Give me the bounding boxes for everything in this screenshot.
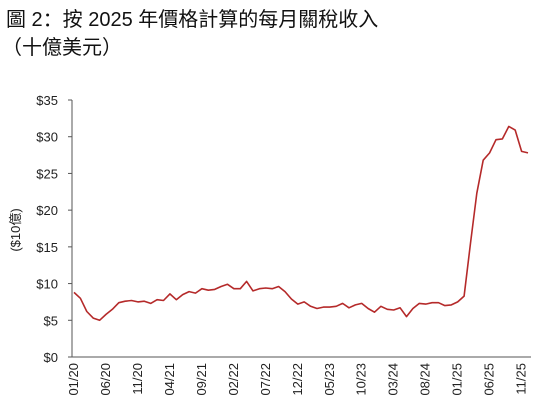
y-tick-label: $30 bbox=[36, 130, 58, 145]
x-tick-label: 01/25 bbox=[450, 363, 465, 396]
x-tick-label: 06/20 bbox=[98, 363, 113, 396]
x-tick-label: 01/20 bbox=[66, 363, 81, 396]
x-tick-label: 12/22 bbox=[290, 363, 305, 396]
x-tick-label: 10/23 bbox=[354, 363, 369, 396]
x-tick-label: 02/22 bbox=[226, 363, 241, 396]
x-tick-label: 08/24 bbox=[418, 363, 433, 396]
y-axis-label: ($10億) bbox=[8, 208, 23, 251]
line-series bbox=[73, 125, 529, 322]
x-tick-label: 11/25 bbox=[514, 363, 529, 395]
y-tick-label: $5 bbox=[44, 313, 58, 328]
x-tick-label: 04/21 bbox=[162, 363, 177, 396]
x-tick-label: 09/21 bbox=[194, 363, 209, 396]
x-tick-label: 03/24 bbox=[386, 363, 401, 396]
x-tick-label: 05/23 bbox=[322, 363, 337, 396]
x-tick-label: 11/20 bbox=[130, 363, 145, 395]
chart-subtitle: （十億美元） bbox=[2, 36, 122, 59]
chart-title: 圖 2：按 2025 年價格計算的每月關稅收入 bbox=[6, 8, 378, 31]
y-tick-label: $20 bbox=[36, 203, 58, 218]
x-tick-label: 07/22 bbox=[258, 363, 273, 396]
y-tick-label: $15 bbox=[36, 240, 58, 255]
y-tick-label: $35 bbox=[36, 93, 58, 108]
y-tick-label: $10 bbox=[36, 277, 58, 292]
y-tick-label: $0 bbox=[44, 350, 58, 365]
y-tick-label: $25 bbox=[36, 166, 58, 181]
x-tick-label: 06/25 bbox=[482, 363, 497, 396]
